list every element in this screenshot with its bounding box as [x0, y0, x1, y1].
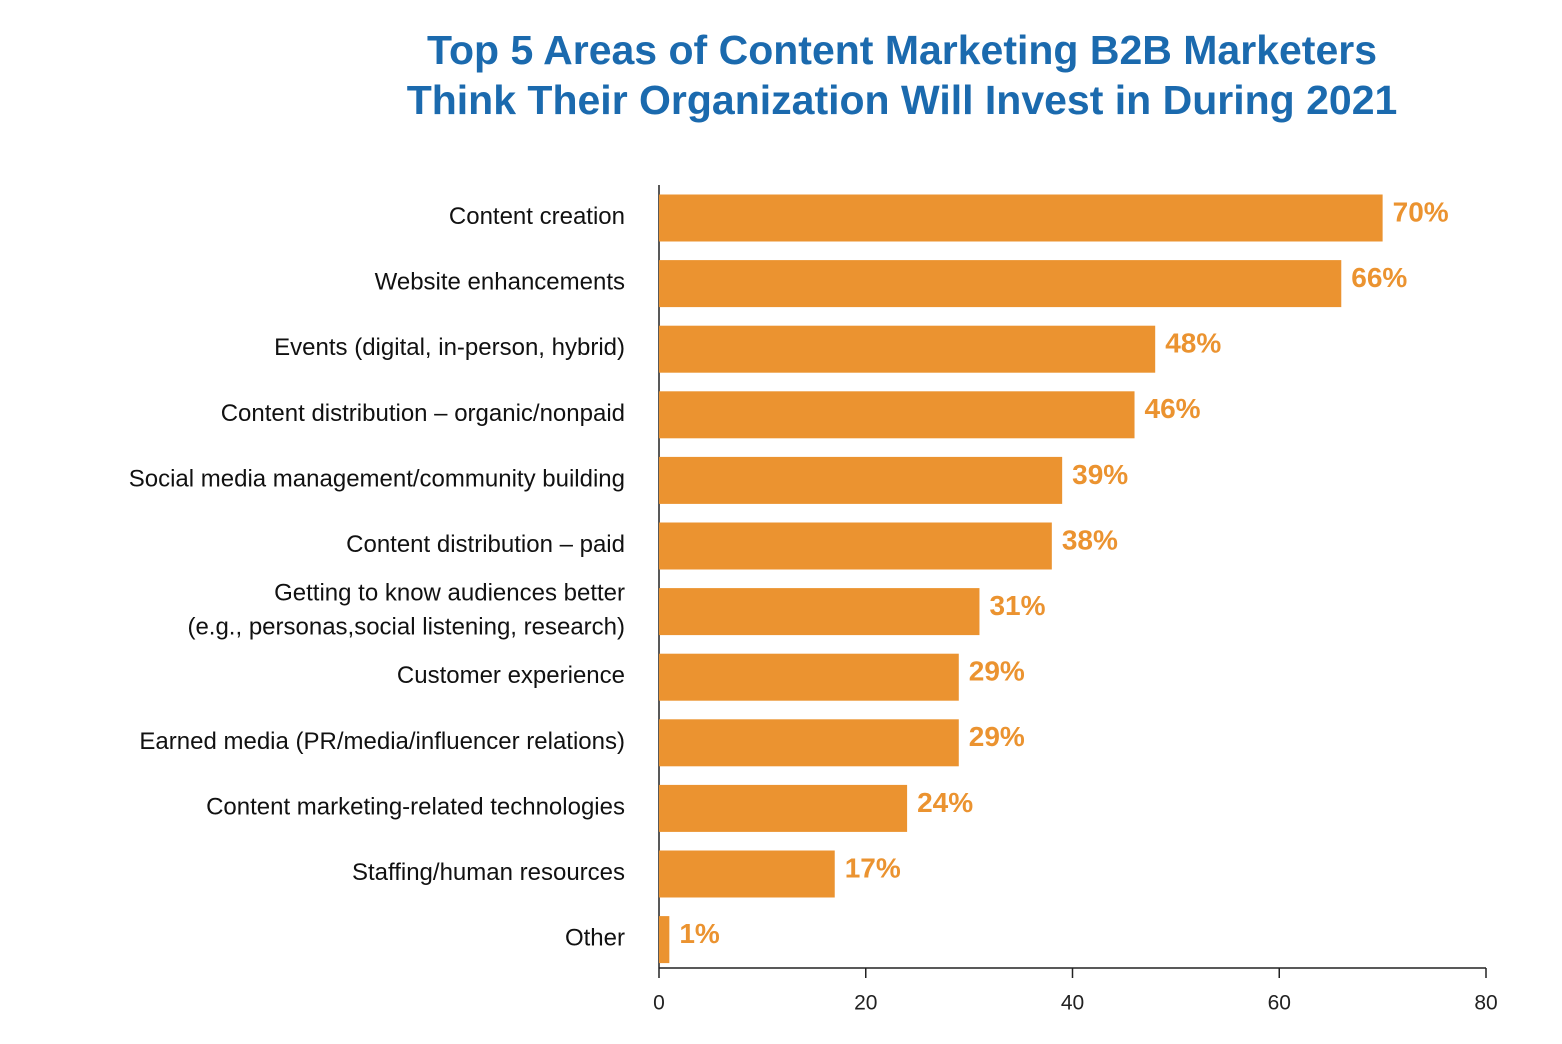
bar: [659, 456, 1063, 504]
category-label: Earned media (PR/media/influencer relati…: [139, 728, 625, 755]
value-label: 29%: [969, 656, 1025, 687]
bar: [659, 653, 959, 701]
bar: [659, 391, 1135, 439]
bar: [659, 719, 959, 767]
value-label: 1%: [679, 918, 720, 949]
category-label: Events (digital, in-person, hybrid): [274, 335, 625, 362]
value-label: 24%: [917, 787, 973, 818]
bar: [659, 850, 835, 898]
bar: [659, 260, 1342, 308]
category-label: Customer experience: [397, 663, 625, 690]
bar: [659, 588, 980, 636]
bar: [659, 522, 1052, 570]
category-label: Content marketing-related technologies: [206, 794, 625, 821]
value-label: 70%: [1393, 196, 1449, 227]
x-tick-label: 0: [653, 992, 665, 1015]
category-label: Other: [565, 925, 625, 952]
value-label: 31%: [989, 590, 1045, 621]
value-label: 17%: [845, 852, 901, 883]
category-label: Staffing/human resources: [352, 859, 625, 886]
category-label: Social media management/community buildi…: [129, 466, 625, 493]
x-tick-label: 20: [854, 992, 877, 1015]
category-label: Content distribution – organic/nonpaid: [221, 400, 625, 427]
x-tick-label: 80: [1474, 992, 1497, 1015]
value-label: 39%: [1072, 459, 1128, 490]
value-label: 38%: [1062, 524, 1118, 555]
bar: [659, 916, 670, 964]
value-label: 66%: [1351, 262, 1407, 293]
category-label: Website enhancements: [375, 269, 625, 296]
bar: [659, 194, 1383, 242]
value-label: 29%: [969, 721, 1025, 752]
category-label: Getting to know audiences better (e.g., p…: [187, 580, 625, 641]
bar: [659, 784, 908, 832]
value-label: 48%: [1165, 328, 1221, 359]
category-label: Content creation: [449, 203, 625, 230]
chart-title: Top 5 Areas of Content Marketing B2B Mar…: [407, 27, 1398, 123]
bar: [659, 325, 1156, 373]
value-label: 46%: [1145, 393, 1201, 424]
category-label: Content distribution – paid: [346, 531, 625, 558]
x-tick-label: 40: [1061, 992, 1084, 1015]
x-tick-label: 60: [1268, 992, 1291, 1015]
